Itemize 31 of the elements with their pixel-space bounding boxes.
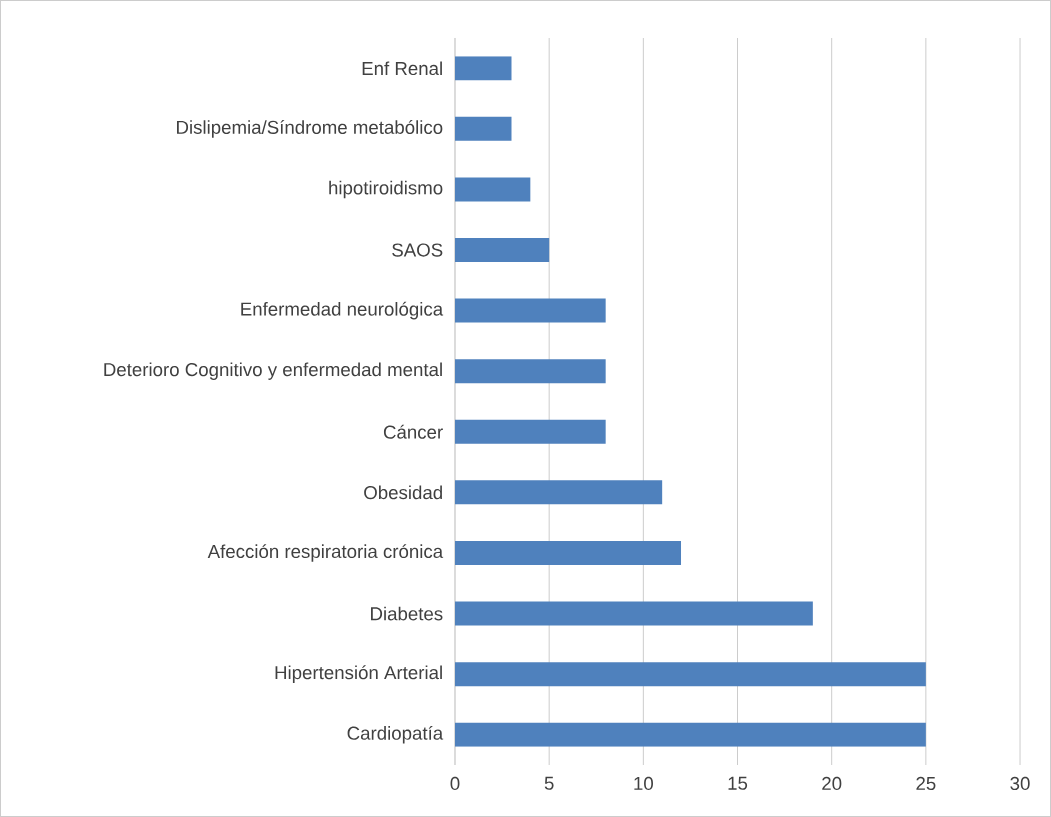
bar: [455, 480, 663, 505]
x-tick-label: 20: [822, 776, 842, 791]
x-tick-label: 10: [634, 776, 653, 791]
bar: [455, 419, 606, 444]
y-tick-label: Obesidad: [364, 485, 442, 500]
bar: [455, 116, 512, 141]
y-tick-label: Cardiopatía: [347, 725, 444, 744]
y-tick-label: Diabetes: [371, 606, 443, 621]
bar: [455, 177, 531, 202]
y-tick-label: Enf Renal: [362, 61, 442, 76]
y-tick-label: Enfermedad neurológica: [241, 301, 444, 320]
bar: [455, 601, 813, 626]
bar: [455, 298, 606, 323]
bar: [455, 722, 926, 747]
bar: [455, 238, 550, 263]
x-tick-label: 15: [728, 776, 748, 790]
bar: [455, 540, 682, 565]
y-tick-label: Deterioro Cognitivo y enfermedad mental: [104, 362, 442, 380]
y-tick-label: Cáncer: [383, 424, 443, 439]
x-tick-label: 30: [1010, 776, 1030, 791]
y-tick-label: Afección respiratoria crónica: [207, 544, 444, 562]
x-tick-label: 5: [544, 776, 554, 790]
bar: [455, 56, 512, 81]
x-tick-label: 25: [916, 776, 936, 791]
bar: [455, 359, 606, 384]
y-tick-label: SAOS: [392, 243, 443, 257]
y-tick-label: Dislipemia/Síndrome metabólico: [177, 120, 443, 138]
y-tick-label: Hipertensión Arterial: [275, 665, 442, 683]
x-tick-label: 0: [450, 776, 460, 791]
y-tick-label: hipotiroidismo: [329, 180, 443, 199]
bar: [455, 662, 926, 687]
